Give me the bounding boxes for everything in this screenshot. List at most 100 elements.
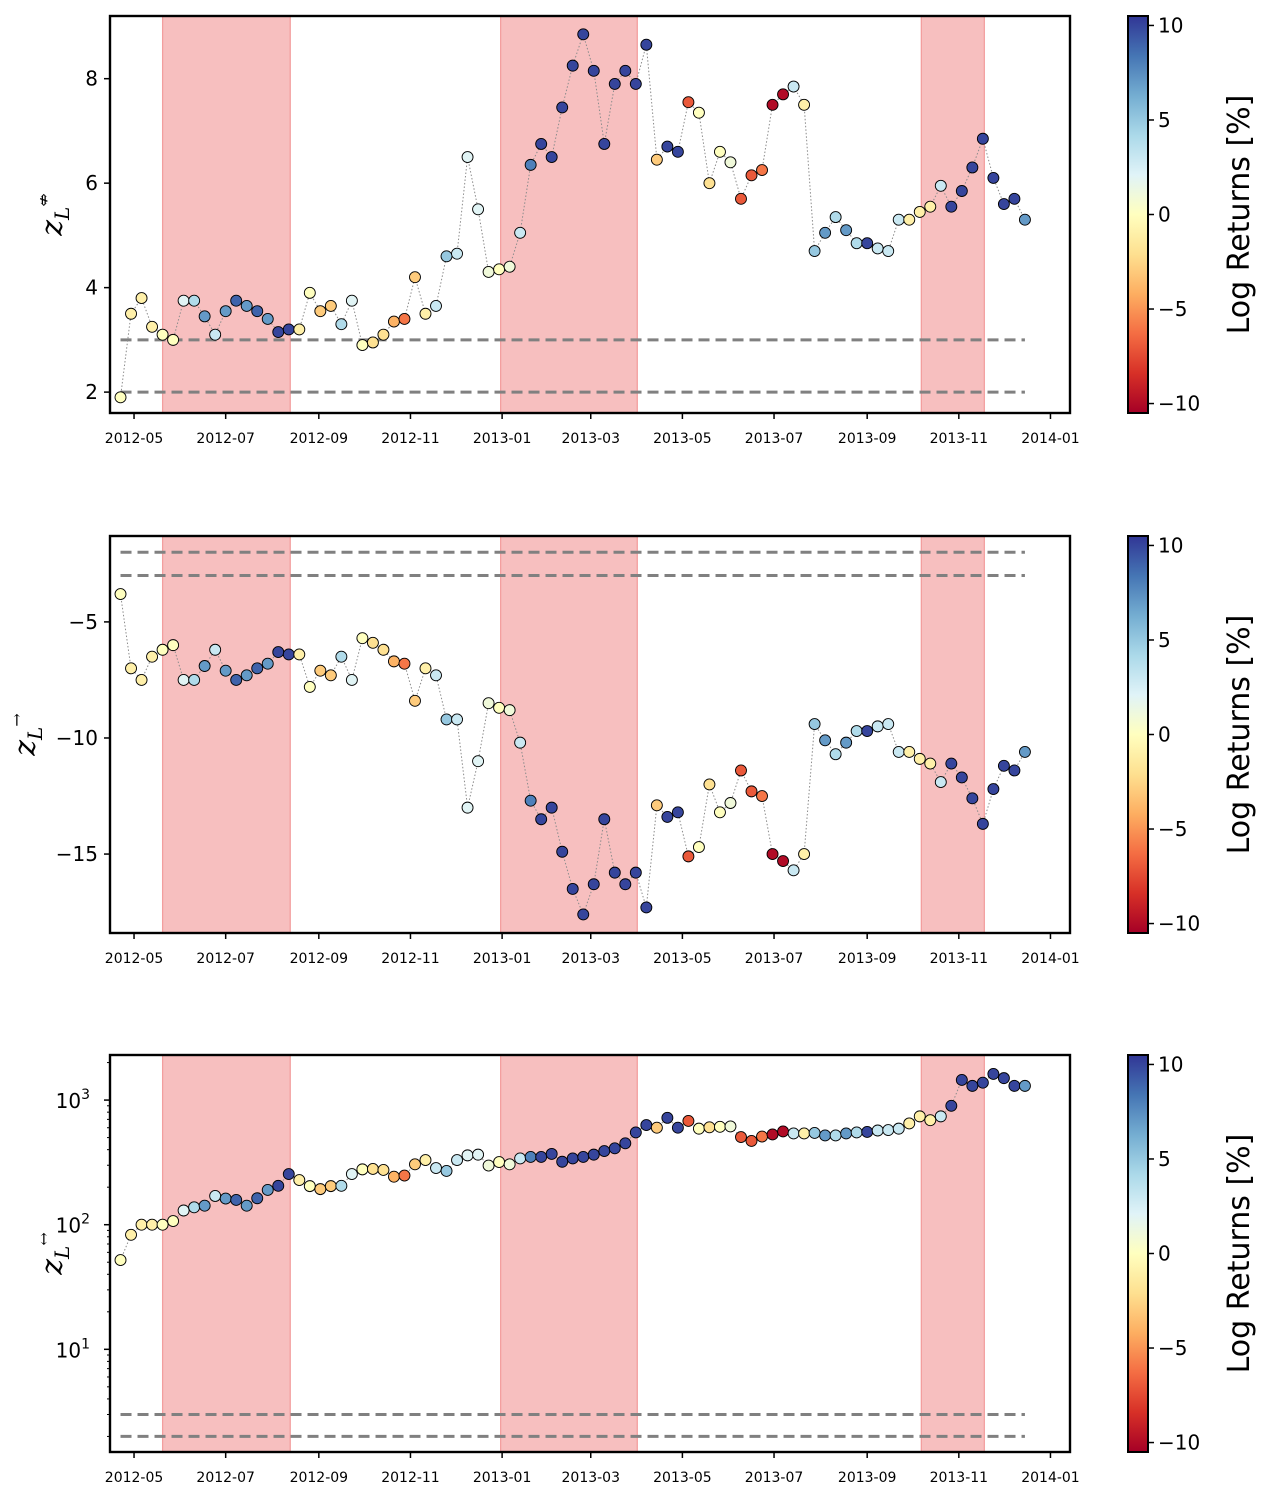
data-point xyxy=(640,1119,653,1132)
data-point xyxy=(545,1147,558,1160)
data-point xyxy=(1008,764,1021,777)
data-point xyxy=(798,1127,811,1140)
data-point xyxy=(209,1190,222,1202)
data-point xyxy=(766,1128,779,1141)
data-point xyxy=(461,1149,474,1162)
data-point xyxy=(661,810,674,823)
data-point xyxy=(787,1127,800,1140)
data-point xyxy=(934,776,947,789)
data-point xyxy=(409,271,421,284)
data-point xyxy=(493,1156,506,1169)
data-point xyxy=(924,1114,937,1127)
colorbar-tick-label: 5 xyxy=(1158,1147,1171,1171)
data-point xyxy=(703,177,716,190)
data-point xyxy=(419,1154,432,1167)
data-point xyxy=(419,662,432,675)
colorbar: 10 5 0 −5 −10 Log Returns [%] xyxy=(1127,1052,1257,1455)
data-point xyxy=(430,299,442,312)
data-point xyxy=(240,1199,253,1212)
data-point xyxy=(366,336,379,349)
data-point xyxy=(272,326,285,338)
data-point xyxy=(314,305,327,318)
data-point xyxy=(945,200,958,213)
data-point xyxy=(808,718,821,731)
colorbar-label: Log Returns [%] xyxy=(1222,615,1257,855)
data-point xyxy=(146,1218,159,1231)
shaded-region xyxy=(920,535,985,934)
plot-frame xyxy=(108,1053,1072,1454)
colorbar-tick-label: −5 xyxy=(1158,817,1187,841)
data-point xyxy=(619,64,632,77)
data-point xyxy=(598,813,611,826)
colorbar: 10 5 0 −5 −10 Log Returns [%] xyxy=(1127,533,1257,936)
data-point xyxy=(261,657,274,670)
data-point xyxy=(219,1192,232,1205)
colorbar-tick-label: 10 xyxy=(1158,533,1183,557)
data-point xyxy=(1018,213,1031,226)
data-point xyxy=(913,1110,926,1123)
data-point xyxy=(493,701,506,714)
data-point xyxy=(535,138,548,150)
data-point xyxy=(703,1121,716,1134)
data-point xyxy=(671,145,684,158)
data-point xyxy=(156,643,169,656)
data-point xyxy=(745,1134,758,1147)
x-tick-label: 2013-03 xyxy=(562,431,621,447)
colorbar-tick-label: 0 xyxy=(1158,1242,1171,1266)
data-point xyxy=(345,673,358,686)
data-point xyxy=(976,817,989,830)
data-point xyxy=(146,320,159,333)
data-point xyxy=(387,315,400,328)
data-point xyxy=(135,1218,148,1231)
data-point xyxy=(335,318,348,331)
data-point xyxy=(671,806,684,819)
x-tick-label: 2012-07 xyxy=(196,431,255,447)
colorbar-tick-label: 10 xyxy=(1158,13,1183,37)
data-point xyxy=(440,250,453,263)
data-point xyxy=(146,650,159,663)
data-point xyxy=(251,305,264,318)
y-tick-label: 6 xyxy=(85,171,98,195)
data-point xyxy=(188,294,201,307)
data-point xyxy=(840,1127,853,1140)
data-point xyxy=(451,1154,463,1167)
data-point xyxy=(272,646,285,659)
data-point xyxy=(619,1137,632,1150)
x-tick-label: 2013-01 xyxy=(473,951,532,967)
data-point xyxy=(398,657,411,670)
data-point xyxy=(640,38,653,51)
data-point xyxy=(409,694,421,707)
data-point xyxy=(472,1148,485,1161)
x-tick-label: 2014-01 xyxy=(1021,431,1080,447)
data-point xyxy=(756,164,768,177)
data-point xyxy=(787,80,800,93)
data-point xyxy=(335,650,348,663)
panel-3: 2012-05 2012-07 2012-09 2012-11 2013-01 2013-… xyxy=(34,1052,1257,1486)
data-point xyxy=(114,588,127,600)
data-point xyxy=(703,778,716,791)
data-point xyxy=(577,1150,590,1163)
data-point xyxy=(303,680,316,693)
data-point xyxy=(282,648,295,661)
colorbar-tick-label: 0 xyxy=(1158,723,1171,747)
data-point xyxy=(850,725,863,737)
shaded-region xyxy=(920,15,985,414)
data-point xyxy=(777,1125,790,1138)
data-point xyxy=(650,799,663,812)
data-point xyxy=(735,1131,747,1144)
data-point xyxy=(829,211,842,224)
data-point xyxy=(640,901,653,914)
data-point xyxy=(892,745,905,758)
data-point xyxy=(840,224,853,237)
y-axis-label: zL⇎ xyxy=(34,193,74,237)
x-tick-label: 2013-07 xyxy=(745,1470,804,1486)
data-point xyxy=(409,1158,421,1171)
data-point xyxy=(535,813,548,826)
data-point xyxy=(819,226,832,239)
data-point xyxy=(966,161,979,174)
data-point xyxy=(819,1129,832,1142)
data-point xyxy=(556,101,569,114)
y-axis-label: zL↔ xyxy=(34,1232,74,1276)
colorbar-tick-label: −5 xyxy=(1158,1336,1187,1360)
